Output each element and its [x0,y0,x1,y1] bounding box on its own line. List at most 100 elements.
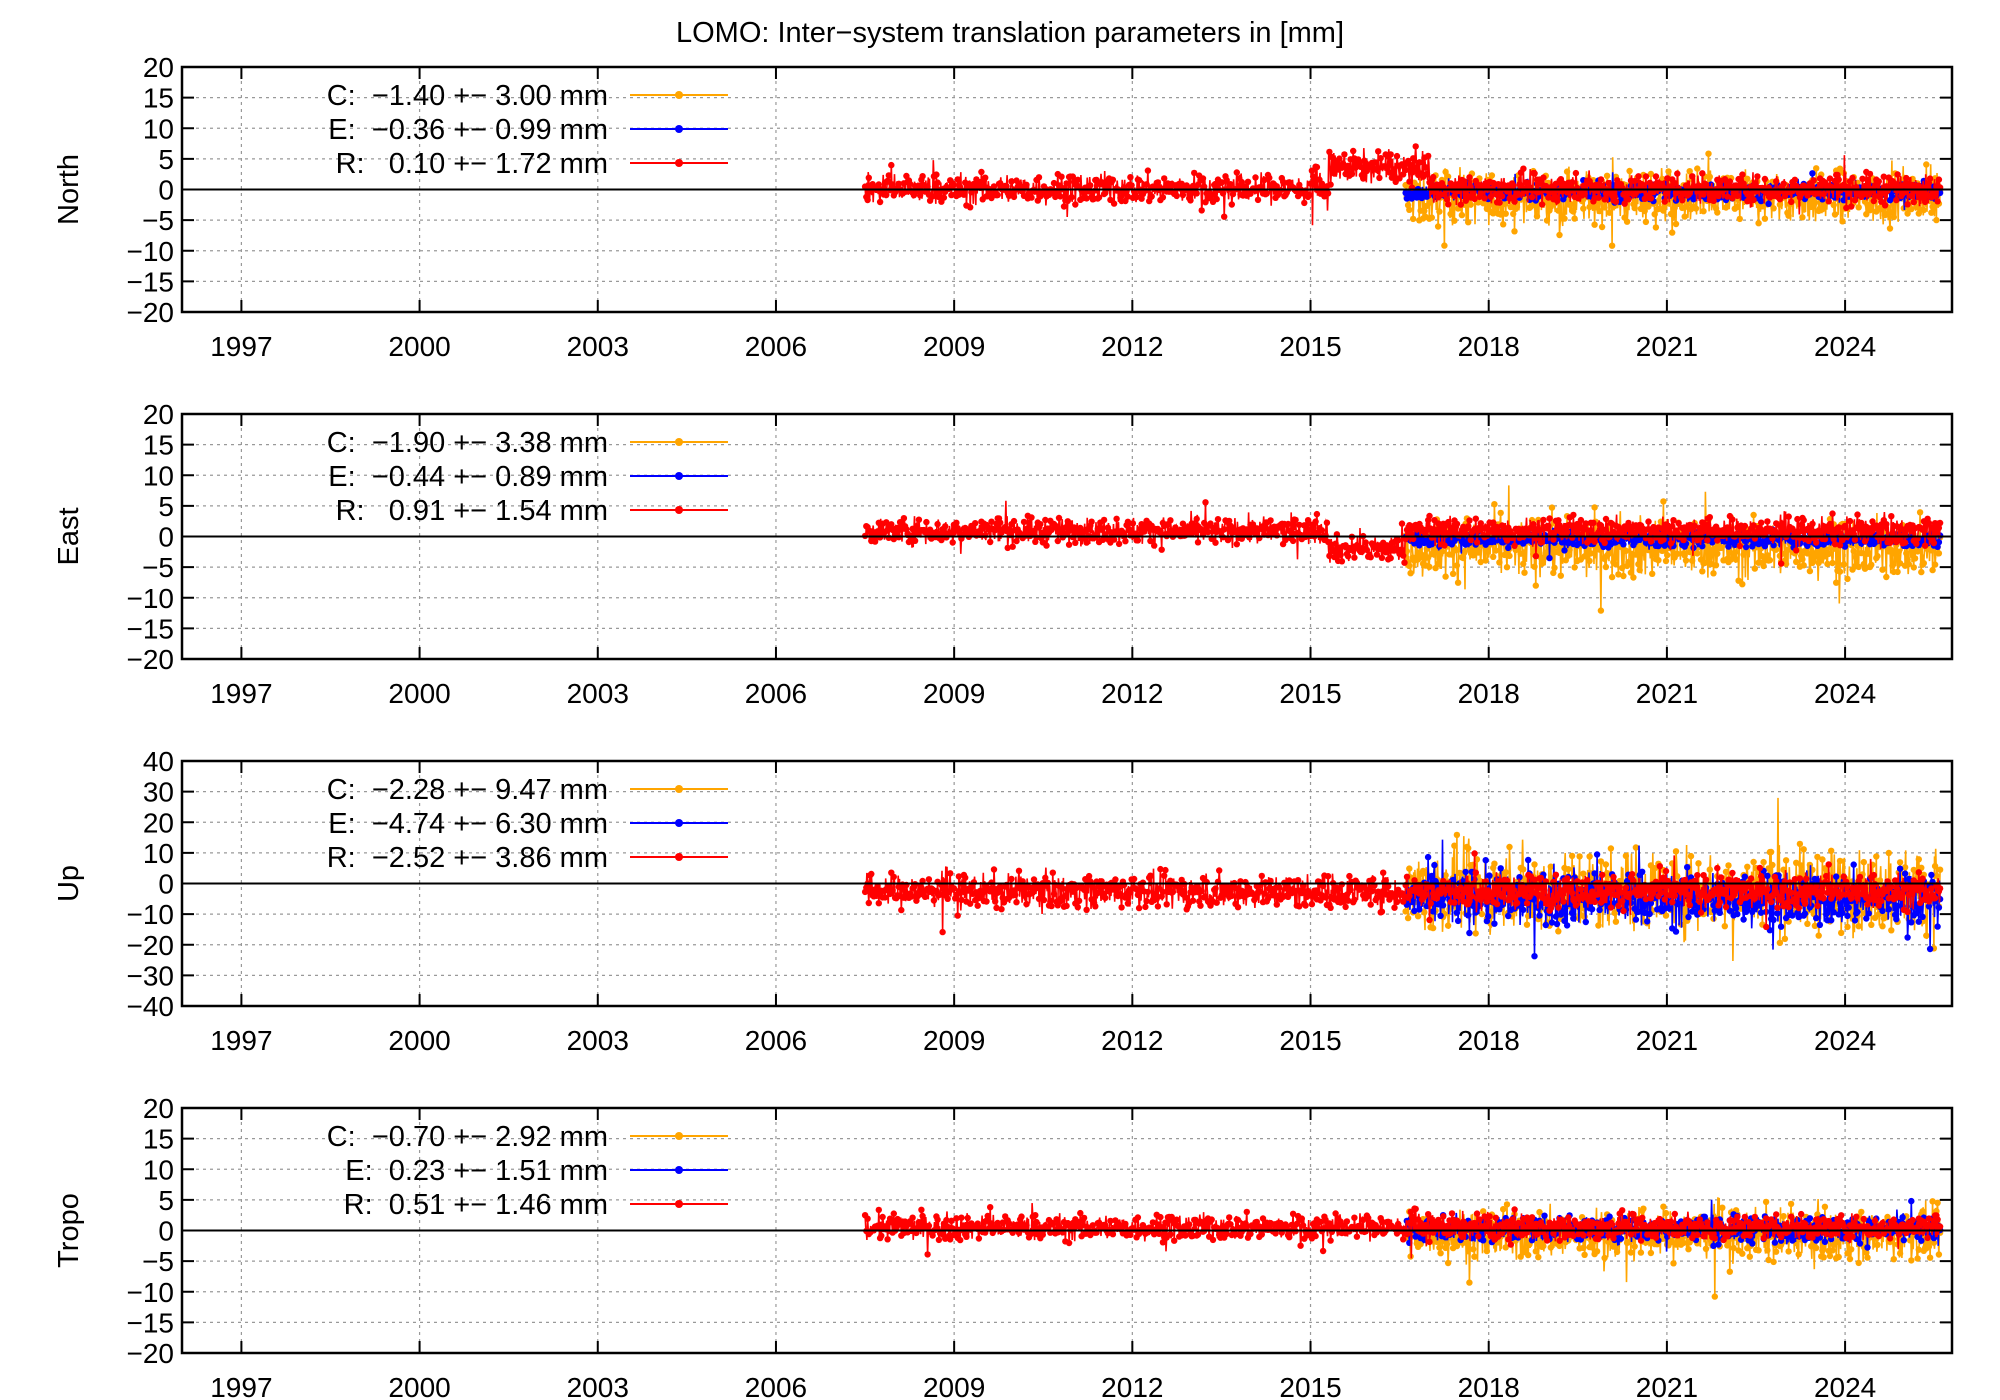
data-point [1543,217,1551,224]
data-point [1555,928,1562,935]
data-point [1707,560,1715,568]
data-point [1935,904,1943,911]
data-point [1329,547,1337,555]
data-point [1879,566,1886,573]
data-point [1212,539,1219,546]
data-point [930,897,938,904]
data-point [1448,551,1456,558]
data-point [1563,922,1571,929]
data-point [1042,516,1049,524]
data-point [1672,848,1680,855]
data-point [1449,570,1457,577]
data-point [1445,201,1452,208]
data-point [1177,886,1184,893]
data-point [1370,876,1377,883]
data-point [1085,872,1093,880]
data-point [1507,203,1514,211]
data-point [1606,209,1613,216]
data-point [1885,906,1893,913]
legend-entry-C: C: −1.40 +− 3.00 mm [327,80,608,112]
data-point [1615,571,1622,578]
data-point [1660,498,1667,505]
data-point [1338,558,1346,565]
data-point [1102,189,1109,197]
data-point [1904,210,1911,217]
data-point [1829,559,1836,567]
data-point [1744,863,1751,870]
data-point [1093,176,1100,184]
data-point [1457,870,1464,877]
data-point [1664,175,1671,182]
data-point [1292,516,1299,524]
data-point [1804,550,1811,557]
data-point [1833,579,1840,586]
data-point [1441,542,1448,549]
data-point [1507,194,1515,201]
data-point [1607,845,1615,852]
data-point [1701,559,1709,567]
data-point [1373,166,1381,174]
data-point [1774,910,1781,917]
data-point [1102,894,1109,902]
data-point [1674,170,1681,177]
data-point [1913,540,1920,547]
data-point [1363,886,1371,894]
data-point [1124,518,1132,525]
data-point [992,526,999,534]
data-point [1789,912,1796,919]
data-point [1848,203,1855,210]
data-point [1063,530,1070,537]
data-point [1450,528,1457,536]
data-point [1764,518,1771,525]
data-point [1423,170,1431,178]
data-point [1110,536,1118,543]
data-point [1641,909,1648,917]
data-point [1665,168,1672,175]
data-point [1849,174,1856,182]
data-point [1157,865,1164,873]
data-point [1801,910,1809,917]
data-point [1655,198,1662,205]
data-point [1782,560,1790,568]
data-point [1568,909,1576,917]
data-point [1482,857,1489,864]
data-point [1545,522,1552,530]
data-point [1647,195,1655,202]
x-tick-label: 2003 [567,678,629,709]
data-point [1495,181,1502,188]
data-point [1337,551,1344,559]
data-point [1528,202,1536,209]
data-point [1798,862,1805,869]
data-point [1666,905,1673,912]
data-point [1935,539,1943,546]
data-point [1134,537,1142,544]
data-point [1283,189,1291,196]
data-point [1465,912,1472,919]
data-point [1124,900,1132,907]
data-point [1717,544,1725,552]
data-point [1916,509,1924,516]
data-point [1064,518,1072,525]
data-point [1461,178,1468,185]
data-point [1888,513,1895,520]
data-point [1487,193,1495,200]
data-point [1786,189,1794,196]
data-point [1218,891,1225,899]
data-point [1451,217,1458,224]
data-point [1770,542,1777,549]
data-point [1437,912,1444,919]
data-point [1012,891,1019,899]
data-point [1742,543,1750,551]
data-point [1191,169,1198,177]
data-point [1854,908,1861,916]
data-point [1689,173,1696,180]
data-point [1207,520,1214,527]
data-point [1426,563,1433,570]
data-point [1686,548,1693,556]
data-point [1497,211,1504,218]
data-point [1626,167,1633,175]
data-point [1454,917,1462,925]
data-point [1744,904,1751,911]
data-point [1498,522,1506,529]
